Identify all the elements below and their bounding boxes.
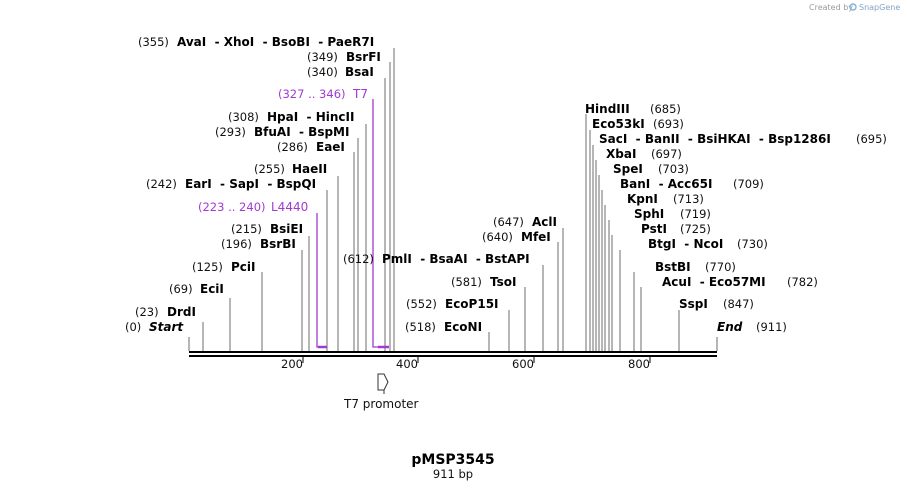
site-pos: (23) — [135, 305, 159, 319]
site-label: BfuAI - BspMI — [254, 125, 349, 139]
site-label: BtgI - NcoI — [648, 237, 723, 251]
site-pos: (693) — [653, 117, 684, 131]
site-label: XbaI — [606, 147, 636, 161]
end-label: End — [717, 320, 743, 334]
site-label: EciI — [200, 282, 224, 296]
site-pos: (782) — [787, 275, 818, 289]
backbone — [189, 351, 717, 357]
feature-bracket-t7 — [372, 99, 389, 348]
promoter-arrow-shape — [377, 373, 389, 391]
site-label: Eco53kI — [592, 117, 645, 131]
feature-bracket-l4440 — [316, 213, 327, 348]
site-pos: (730) — [737, 237, 768, 251]
snapgene-logo: SnapGene — [849, 3, 900, 12]
site-pos: (255) — [254, 162, 285, 176]
site-connector-lines — [188, 48, 718, 351]
feature-name: T7 — [352, 87, 368, 101]
site-pos: (196) — [221, 237, 252, 251]
site-pos: (647) — [493, 215, 524, 229]
site-label: HindIII — [585, 102, 630, 116]
axis: 200 400 600 800 — [281, 356, 651, 371]
site-pos: (552) — [406, 297, 437, 311]
credit-brand: SnapGene — [859, 3, 900, 12]
site-label: SacI - BanII - BsiHKAI - Bsp1286I — [599, 132, 831, 146]
site-label: BanI - Acc65I — [620, 177, 712, 191]
site-pos: (725) — [680, 222, 711, 236]
site-label: PstI — [641, 222, 667, 236]
site-pos: (713) — [673, 192, 704, 206]
site-label: BstBI — [655, 260, 691, 274]
site-pos: (355) — [138, 35, 169, 49]
site-pos: (695) — [856, 132, 887, 146]
feature-range: (327 .. 346) — [278, 87, 346, 101]
site-label: TsoI — [490, 275, 516, 289]
promoter-label: T7 promoter — [343, 397, 419, 411]
site-label: AcuI - Eco57MI — [662, 275, 766, 289]
site-label: SspI — [679, 297, 708, 311]
feature-range: (223 .. 240) — [198, 200, 266, 214]
plasmid-length: 911 bp — [433, 467, 473, 481]
site-label: SpeI — [613, 162, 643, 176]
site-pos: (349) — [307, 50, 338, 64]
end-pos: (911) — [756, 320, 787, 334]
promoter-arrow — [377, 373, 389, 394]
feature-name: L4440 — [271, 200, 308, 214]
start-pos: (0) — [125, 320, 141, 334]
site-pos: (125) — [192, 260, 223, 274]
site-labels: (355) AvaI - XhoI - BsoBI - PaeR7I (349)… — [125, 35, 887, 334]
site-label: HpaI - HincII — [267, 110, 354, 124]
site-pos: (697) — [651, 147, 682, 161]
site-label: DrdI — [167, 305, 196, 319]
site-label: SphI — [634, 207, 664, 221]
axis-tick-label-800: 800 — [628, 357, 650, 371]
axis-tick-label-200: 200 — [281, 357, 303, 371]
site-pos: (215) — [231, 222, 262, 236]
site-pos: (242) — [146, 177, 177, 191]
site-label: EaeI — [316, 140, 345, 154]
site-pos: (685) — [650, 102, 681, 116]
site-pos: (293) — [215, 125, 246, 139]
site-pos: (286) — [277, 140, 308, 154]
site-label: HaeII — [292, 162, 327, 176]
site-label: EcoNI — [444, 320, 482, 334]
site-pos: (709) — [733, 177, 764, 191]
site-pos: (847) — [723, 297, 754, 311]
start-label: Start — [149, 320, 184, 334]
site-label: BsrBI — [260, 237, 296, 251]
site-pos: (69) — [169, 282, 193, 296]
site-label: MfeI — [521, 230, 551, 244]
site-pos: (518) — [405, 320, 436, 334]
site-label: BsrFI — [346, 50, 381, 64]
site-pos: (612) — [343, 252, 374, 266]
axis-tick-label-600: 600 — [512, 357, 534, 371]
snapgene-logo-icon — [849, 3, 857, 11]
site-label: BsiEI — [270, 222, 303, 236]
site-label: EarI - SapI - BspQI — [185, 177, 316, 191]
site-label: EcoP15I — [445, 297, 499, 311]
site-pos: (770) — [705, 260, 736, 274]
site-label: KpnI — [627, 192, 658, 206]
site-label: PmlI - BsaAI - BstAPI — [382, 252, 530, 266]
site-label: BsaI — [345, 65, 374, 79]
site-pos: (340) — [307, 65, 338, 79]
site-pos: (703) — [658, 162, 689, 176]
site-pos: (581) — [451, 275, 482, 289]
credit-prefix: Created by — [809, 3, 853, 12]
site-pos: (640) — [482, 230, 513, 244]
site-label: AclI — [532, 215, 557, 229]
axis-tick-label-400: 400 — [396, 357, 418, 371]
site-pos: (719) — [680, 207, 711, 221]
site-pos: (308) — [228, 110, 259, 124]
site-label: PciI — [231, 260, 256, 274]
site-label: AvaI - XhoI - BsoBI - PaeR7I — [177, 35, 374, 49]
plasmid-name: pMSP3545 — [411, 452, 494, 468]
